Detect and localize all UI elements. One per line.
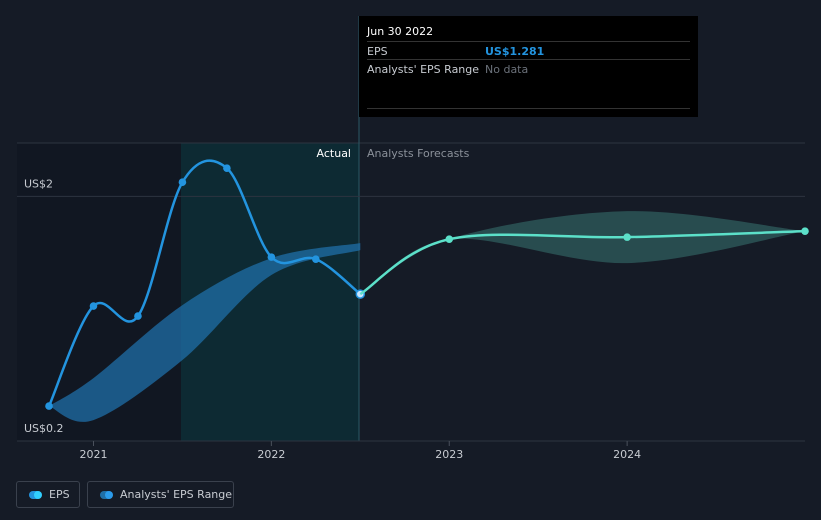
plot [45,159,809,422]
legend-item[interactable]: EPS [16,481,80,508]
tooltip-label: EPS [367,45,388,58]
legend-swatch [29,490,41,499]
x-tick-label: 2021 [79,448,107,461]
legend-item[interactable]: Analysts' EPS Range [87,481,234,508]
eps-point [45,402,53,410]
tooltip-value: US$1.281 [485,45,545,58]
range-band [49,243,361,422]
eps-point [312,255,320,263]
grid: US$0.2 US$2 2021 2022 2023 2024 [17,177,805,461]
eps-point [267,253,276,261]
tooltip-row: Analysts' EPS Range No data [367,59,690,77]
tooltip-value: No data [485,63,529,76]
eps-point [134,312,142,320]
y-tick-label: US$2 [24,177,53,190]
eps-point [445,235,454,243]
legend-label: Analysts' EPS Range [120,488,233,501]
eps-point [623,233,631,241]
tooltip-date: Jun 30 2022 [367,25,434,38]
legend-swatch [100,490,112,499]
x-tick-label: 2022 [257,448,285,461]
tooltip-label: Analysts' EPS Range [367,63,480,76]
eps-point [89,302,98,310]
range-band [360,211,805,295]
forecast-label: Analysts Forecasts [367,147,470,160]
tooltip-divider [367,108,690,109]
y-tick-label: US$0.2 [24,422,64,435]
eps-point [801,227,809,235]
actual-label: Actual [317,147,351,160]
eps-line [359,229,806,296]
tooltip-row: EPS US$1.281 [367,41,690,59]
eps-point [178,178,187,187]
legend-label: EPS [49,488,70,501]
tooltip: Jun 30 2022 EPS US$1.281 Analysts' EPS R… [359,16,698,117]
x-tick-label: 2024 [613,448,641,461]
eps-point [223,164,231,173]
x-tick-label: 2023 [435,448,463,461]
